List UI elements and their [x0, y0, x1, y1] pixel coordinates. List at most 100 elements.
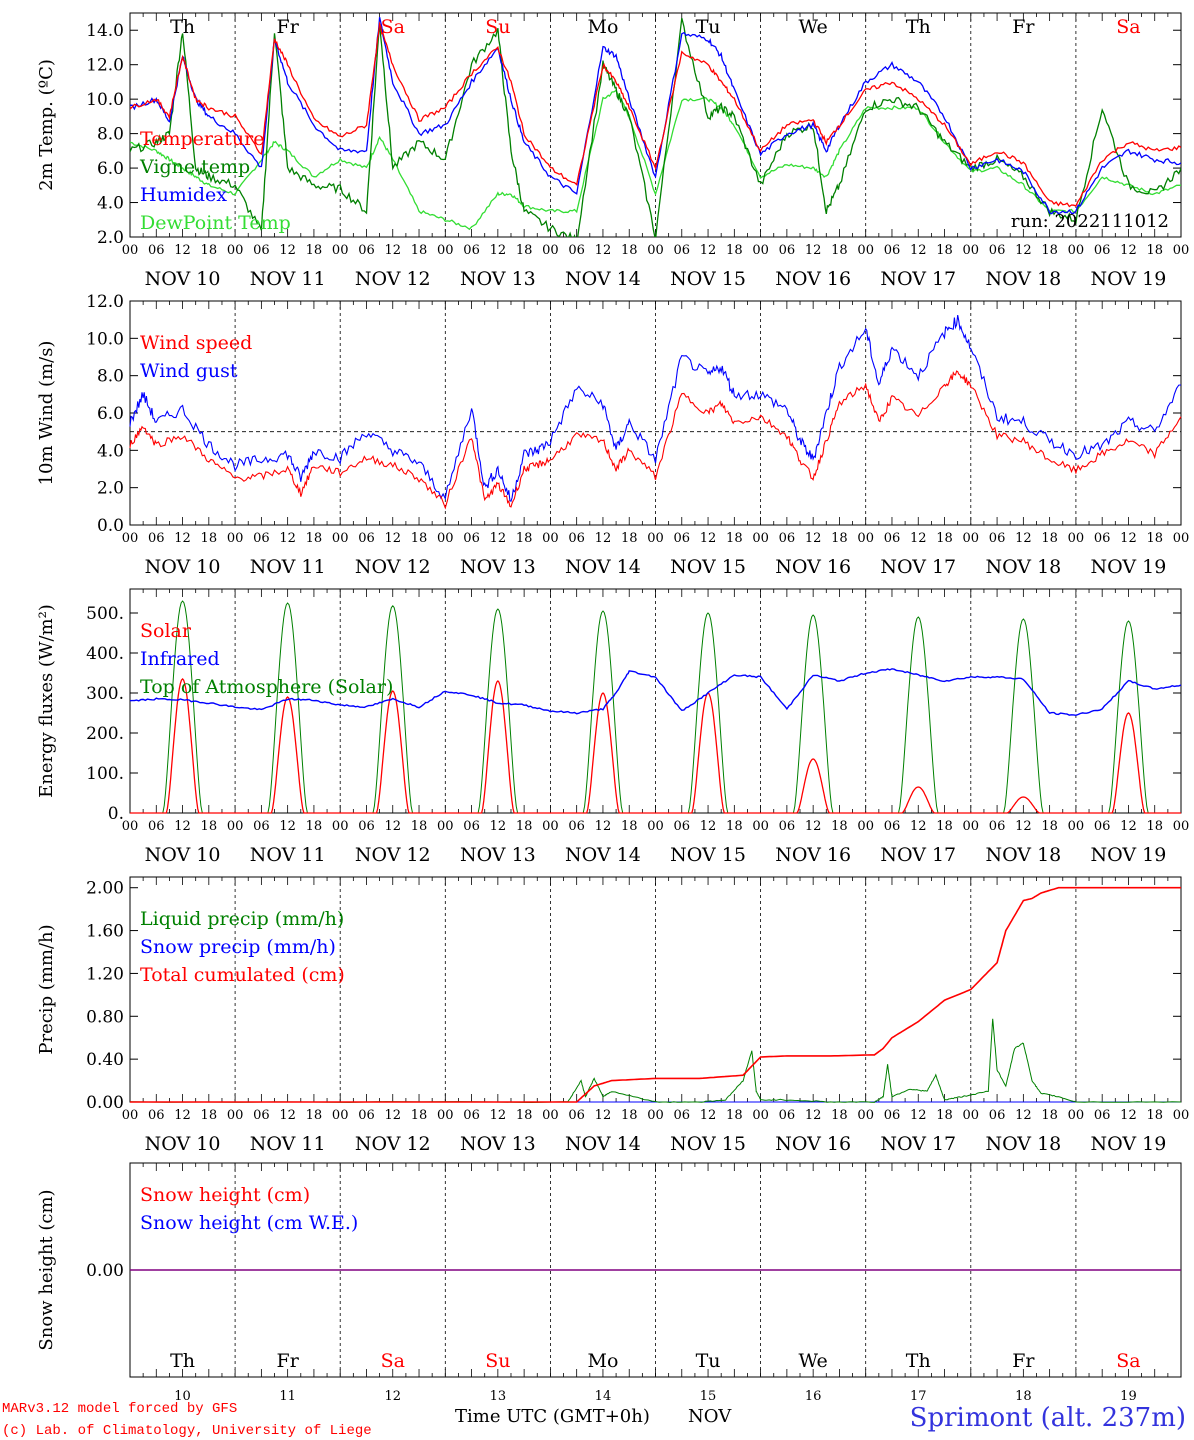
series-line-solar: [130, 678, 1181, 814]
hour-tick-label: 06: [148, 531, 165, 546]
y-tick-label: 4.0: [97, 194, 124, 214]
y-tick-label: 6.0: [97, 404, 124, 424]
hour-tick-label: 18: [831, 531, 848, 546]
hour-tick-label: 00: [437, 1108, 454, 1123]
day-name-label: Mo: [587, 16, 618, 38]
series-line-liquid-precip: [129, 1018, 1182, 1104]
hour-tick-label: 18: [1041, 819, 1058, 834]
y-tick-label: 0.0: [97, 516, 124, 536]
hour-tick-label: 00: [752, 243, 769, 258]
date-label: NOV 13: [460, 1133, 536, 1155]
hour-tick-label: 12: [1015, 243, 1032, 258]
legend-solar: Solar: [140, 620, 192, 642]
hour-tick-label: 18: [1146, 819, 1163, 834]
hour-tick-label: 00: [647, 243, 664, 258]
hour-tick-label: 00: [122, 243, 139, 258]
hour-tick-label: 00: [332, 243, 349, 258]
hour-tick-label: 00: [122, 819, 139, 834]
hour-tick-label: 12: [595, 531, 612, 546]
hour-tick-label: 00: [227, 1108, 244, 1123]
series-line-wind-gust: [129, 314, 1182, 503]
hour-tick-label: 00: [542, 819, 559, 834]
legend-humidex: Humidex: [140, 184, 227, 206]
y-axis-label: Precip (mm/h): [36, 924, 57, 1054]
date-label: NOV 12: [355, 844, 431, 866]
hour-tick-label: 18: [936, 531, 953, 546]
legend-total-cumulated-cm-: Total cumulated (cm): [140, 964, 345, 986]
y-tick-label: 2.0: [97, 479, 124, 499]
date-label: NOV 14: [565, 1133, 641, 1155]
y-tick-label: 2.00: [86, 879, 124, 899]
hour-tick-label: 12: [1120, 1108, 1137, 1123]
hour-tick-label: 18: [831, 1108, 848, 1123]
legend-wind-speed: Wind speed: [140, 332, 252, 354]
date-label: NOV 13: [460, 844, 536, 866]
y-tick-label: 0.: [108, 804, 124, 824]
hour-tick-label: 00: [647, 819, 664, 834]
y-tick-label: 500.: [86, 604, 124, 624]
hour-tick-label: 12: [490, 1108, 507, 1123]
date-label: NOV 18: [985, 556, 1061, 578]
hour-tick-label: 06: [463, 819, 480, 834]
day-name-label: Th: [170, 16, 195, 38]
hour-tick-label: 18: [201, 531, 218, 546]
date-label: NOV 15: [670, 1133, 746, 1155]
y-tick-label: 1.20: [86, 964, 124, 984]
hour-tick-label: 12: [279, 819, 296, 834]
hour-tick-label: 18: [831, 243, 848, 258]
hour-tick-label: 06: [989, 243, 1006, 258]
hour-tick-label: 06: [989, 531, 1006, 546]
hour-tick-label: 06: [568, 243, 585, 258]
y-tick-label: 8.0: [97, 367, 124, 387]
day-name-label: Su: [485, 16, 510, 38]
run-annotation: run: 2022111012: [1011, 211, 1169, 232]
hour-tick-label: 12: [1015, 1108, 1032, 1123]
day-number-label: 13: [490, 1389, 507, 1404]
hour-tick-label: 12: [1120, 531, 1137, 546]
panel-1: 00 06 12 18 NOV 10 00 06 12 18 NOV 11 00 06 12 18 NOV …: [36, 12, 1189, 290]
panel-3: 00 06 12 18 NOV 10 00 06 12 18 NOV 11 00 06 12 18 NOV …: [36, 588, 1189, 866]
hour-tick-label: 12: [490, 531, 507, 546]
hour-tick-label: 06: [568, 819, 585, 834]
hour-tick-label: 12: [805, 531, 822, 546]
hour-tick-label: 12: [174, 819, 191, 834]
hour-tick-label: 12: [384, 1108, 401, 1123]
hour-tick-label: 06: [463, 1108, 480, 1123]
y-tick-label: 300.: [86, 684, 124, 704]
hour-tick-label: 12: [1015, 819, 1032, 834]
panel-frame: [129, 12, 1182, 238]
hour-tick-label: 06: [1094, 531, 1111, 546]
hour-tick-label: 18: [306, 819, 323, 834]
day-name-label: Mo: [587, 1350, 618, 1372]
hour-tick-label: 00: [1068, 531, 1085, 546]
day-name-label: Tu: [696, 16, 721, 38]
hour-tick-label: 12: [805, 1108, 822, 1123]
day-name-label: Th: [906, 1350, 931, 1372]
legend-top-of-atmosphere-solar-: Top of Atmosphere (Solar): [140, 676, 393, 698]
date-label: NOV 13: [460, 556, 536, 578]
series-line-total-cumulated: [130, 886, 1181, 1103]
day-number-label: 19: [1120, 1389, 1137, 1404]
hour-tick-label: 00: [227, 531, 244, 546]
date-label: NOV 13: [460, 268, 536, 290]
hour-tick-label: 00: [752, 531, 769, 546]
hour-tick-label: 18: [201, 243, 218, 258]
hour-tick-label: 12: [700, 819, 717, 834]
date-label: NOV 11: [250, 268, 326, 290]
legend-temperature: Temperature: [140, 128, 264, 150]
y-tick-label: 12.0: [86, 56, 124, 76]
hour-tick-label: 18: [1041, 1108, 1058, 1123]
date-label: NOV 17: [880, 268, 956, 290]
day-number-label: 17: [910, 1389, 927, 1404]
hour-tick-label: 06: [253, 819, 270, 834]
hour-tick-label: 18: [726, 531, 743, 546]
hour-tick-label: 00: [963, 243, 980, 258]
hour-tick-label: 00: [122, 1108, 139, 1123]
hour-tick-label: 12: [279, 531, 296, 546]
day-name-label: We: [799, 16, 828, 38]
hour-tick-label: 00: [752, 1108, 769, 1123]
date-label: NOV 11: [250, 556, 326, 578]
date-label: NOV 14: [565, 268, 641, 290]
hour-tick-label: 06: [1094, 1108, 1111, 1123]
hour-tick-label: 12: [490, 243, 507, 258]
